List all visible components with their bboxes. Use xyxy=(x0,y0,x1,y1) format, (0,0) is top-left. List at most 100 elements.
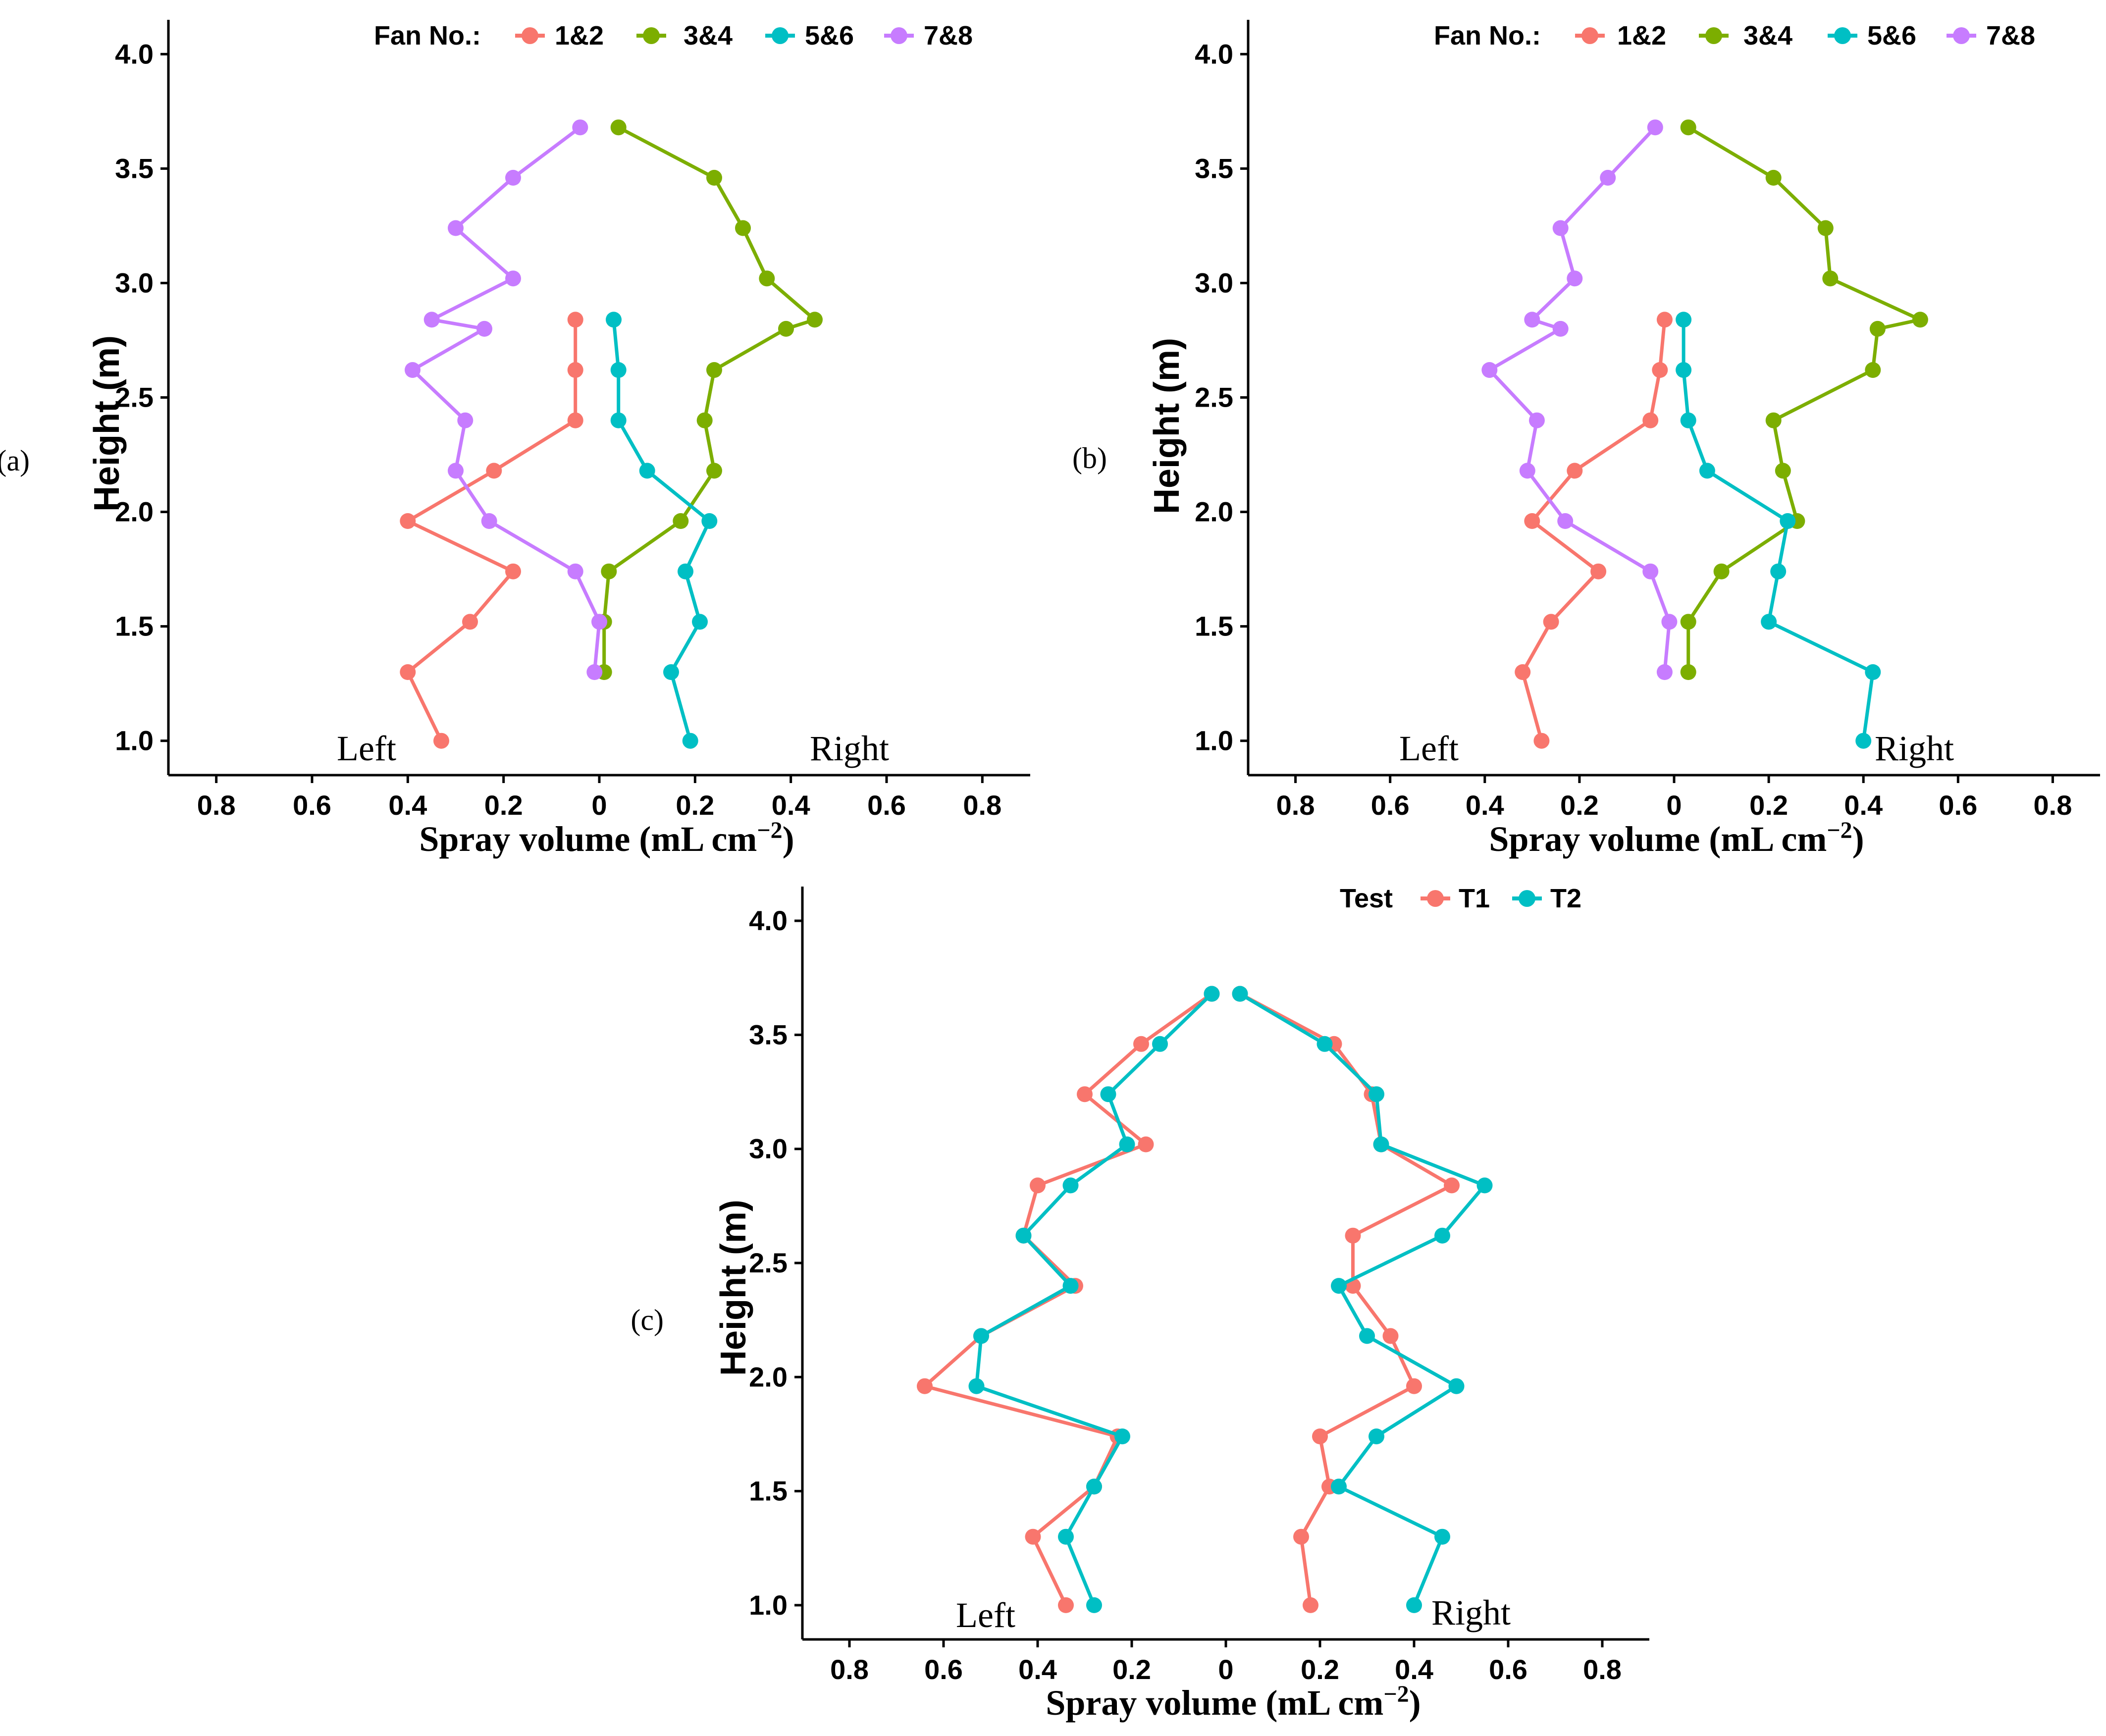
x-tick-label: 0.2 xyxy=(1560,789,1599,821)
data-point xyxy=(433,733,449,749)
data-point xyxy=(692,614,708,630)
data-point xyxy=(1133,1036,1149,1052)
data-point xyxy=(1232,986,1248,1002)
y-tick-label: 3.0 xyxy=(1195,267,1233,298)
y-tick-label: 3.0 xyxy=(115,267,154,298)
y-axis-title: Height (m) xyxy=(714,1200,753,1376)
plot-area: 1.0 1.5 2.0 2.5 3.0 3.5 4.0 0.8 0.6 0.4 0.2 0 0.2 0.4… xyxy=(749,887,1649,1685)
y-tick-label: 1.5 xyxy=(115,611,154,642)
data-point xyxy=(1519,463,1535,479)
data-point xyxy=(639,463,655,479)
data-point xyxy=(1590,563,1607,579)
data-point xyxy=(1676,362,1692,378)
data-point xyxy=(917,1378,933,1394)
x-tick-label: 0.4 xyxy=(1395,1654,1433,1685)
data-point xyxy=(486,463,502,479)
data-point xyxy=(1204,986,1220,1002)
data-point xyxy=(1713,563,1730,579)
data-point xyxy=(610,362,627,378)
legend-label: T1 xyxy=(1459,884,1490,913)
data-point xyxy=(1138,1136,1154,1153)
data-point xyxy=(1865,362,1881,378)
data-point xyxy=(1656,312,1673,328)
panel-label: (a) xyxy=(0,444,30,477)
data-point xyxy=(1086,1597,1102,1613)
x-tick-label: 0.2 xyxy=(1749,789,1788,821)
legend-title: Fan No.: xyxy=(1434,21,1541,51)
left-side-label: Left xyxy=(337,729,396,768)
legend-item-t2: T2 xyxy=(1512,884,1581,913)
x-axis-title: Spray volume (mL cm−2) xyxy=(1046,1681,1421,1723)
y-tick-label: 1.0 xyxy=(749,1589,788,1621)
data-point xyxy=(701,513,718,529)
y-tick-label: 1.0 xyxy=(115,725,154,756)
data-point xyxy=(1030,1177,1046,1194)
data-point xyxy=(1293,1528,1309,1545)
x-tick-label: 0.6 xyxy=(1939,789,1977,821)
data-point xyxy=(567,312,583,328)
data-point xyxy=(1765,169,1782,186)
y-axis-title: Height (m) xyxy=(87,335,127,512)
x-axis-title: Spray volume (mL cm−2) xyxy=(419,817,794,859)
data-point xyxy=(1765,412,1782,428)
data-point xyxy=(1114,1428,1130,1445)
data-point xyxy=(1642,563,1659,579)
data-point xyxy=(1680,664,1696,680)
data-point xyxy=(1869,320,1886,337)
data-point xyxy=(1557,513,1574,529)
legend-item-1-2: 1&2 xyxy=(515,21,604,51)
data-point xyxy=(696,412,713,428)
series-1-2 xyxy=(400,312,583,749)
data-point xyxy=(1373,1136,1389,1153)
y-tick-label: 3.5 xyxy=(749,1019,788,1050)
legend-item-5-6: 5&6 xyxy=(765,21,854,51)
x-tick-label: 0.6 xyxy=(1371,789,1410,821)
y-tick-label: 2.5 xyxy=(115,382,154,413)
data-point xyxy=(1680,412,1696,428)
data-point xyxy=(1062,1278,1079,1294)
series-7-8 xyxy=(1481,119,1678,680)
data-point xyxy=(1100,1086,1116,1103)
legend-item-5-6: 5&6 xyxy=(1828,21,1916,51)
data-point xyxy=(973,1328,989,1344)
data-point xyxy=(673,513,689,529)
data-point xyxy=(1661,614,1678,630)
x-tick-label: 0.4 xyxy=(1844,789,1883,821)
data-point xyxy=(706,362,722,378)
x-tick-label: 0 xyxy=(1666,789,1682,821)
data-point xyxy=(1680,614,1696,630)
y-tick-label: 2.0 xyxy=(749,1361,788,1392)
x-tick-label: 0.2 xyxy=(1112,1654,1151,1685)
data-point xyxy=(1761,614,1777,630)
y-tick-label: 4.0 xyxy=(115,38,154,69)
legend: Fan No.: 1&2 3&4 5&6 7&8 xyxy=(1434,21,2035,51)
legend-item-1-2: 1&2 xyxy=(1575,21,1666,51)
legend-label: 7&8 xyxy=(1986,21,2035,51)
data-point xyxy=(1524,312,1540,328)
y-tick-label: 1.5 xyxy=(749,1475,788,1507)
data-point xyxy=(1552,220,1569,236)
y-tick-label: 1.0 xyxy=(1195,725,1233,756)
series-1-2 xyxy=(1515,312,1673,749)
plot-area: 1.0 1.5 2.0 2.5 3.0 3.5 4.0 0.8 0.6 0.4 0.2 0 0.2 0.4… xyxy=(1195,20,2100,821)
data-point xyxy=(1600,169,1616,186)
data-point xyxy=(567,563,583,579)
x-tick-label: 0.8 xyxy=(197,789,236,821)
legend-label: 5&6 xyxy=(805,21,854,51)
series-7-8 xyxy=(405,119,607,680)
panel-a: (a) Height (m) 1.0 1.5 2.0 2.5 3.0 3.5 4.0 0.8 0… xyxy=(0,20,1030,859)
data-point xyxy=(505,270,521,287)
legend-title: Fan No.: xyxy=(374,21,481,51)
data-point xyxy=(1652,362,1668,378)
y-axis-title: Height (m) xyxy=(1147,338,1187,514)
legend-label: 3&4 xyxy=(684,21,733,51)
data-point xyxy=(1382,1328,1399,1344)
legend-item-t1: T1 xyxy=(1421,884,1490,913)
x-tick-label: 0.8 xyxy=(2034,789,2072,821)
x-tick-label: 0.4 xyxy=(772,789,810,821)
data-point xyxy=(1775,463,1791,479)
data-point xyxy=(610,119,627,136)
data-point xyxy=(1303,1597,1318,1613)
x-tick-label: 0.4 xyxy=(1018,1654,1057,1685)
x-tick-label: 0 xyxy=(591,789,607,821)
